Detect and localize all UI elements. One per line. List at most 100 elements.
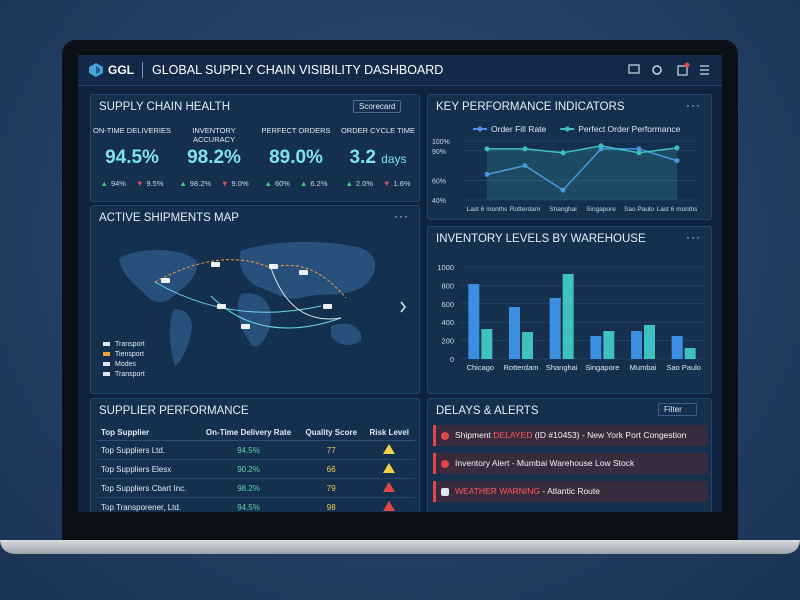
delta-text: 60% (274, 179, 290, 188)
x-tick-label: Shanghai (549, 206, 576, 213)
bar (522, 332, 533, 359)
point (598, 143, 604, 149)
panel-title: SUPPLY CHAIN HEALTH (99, 101, 231, 113)
vehicle-icon (323, 304, 332, 309)
table-row: Top Transporener, Ltd. 94.5% 98 (97, 497, 415, 512)
kpi-panel: KEY PERFORMANCE INDICATORS ··· Order Fill… (427, 94, 712, 220)
alert-item[interactable]: Shipment DELAYED (ID #10453) - New York … (433, 425, 708, 446)
panel-title: DELAYS & ALERTS (436, 405, 539, 417)
next-arrow[interactable] (400, 301, 406, 313)
metric-value-box: 3.2 days (337, 147, 419, 169)
x-tick-label: Last 6 months (467, 206, 509, 213)
delta-text: 98.2% (189, 179, 212, 188)
table-cell: 94.5% (198, 440, 299, 460)
point (560, 187, 566, 193)
legend-icon (103, 362, 110, 366)
metric-label: PERFECT ORDERS (261, 126, 331, 135)
header-title: GLOBAL SUPPLY CHAIN VISIBILITY DASHBOARD (152, 63, 444, 77)
legend-icon (103, 352, 110, 356)
metric-unit: days (381, 152, 407, 166)
inventory-panel: INVENTORY LEVELS BY WAREHOUSE ··· 0 200 400… (427, 226, 712, 394)
risk-icon (383, 463, 396, 473)
column-header: Top Supplier (97, 425, 199, 441)
legend-icon (103, 372, 110, 376)
metric-deltas: ▲ 2.0% ▼ 1.6% (337, 179, 419, 188)
y-tick-label: 1000 (437, 263, 454, 272)
alert-icon (441, 487, 449, 496)
panel-title: INVENTORY LEVELS BY WAREHOUSE (436, 233, 646, 245)
column-header: Risk Level (363, 425, 415, 441)
delta-text: 2.0% (355, 179, 373, 188)
table-cell: 77 (298, 440, 364, 460)
vehicle-icon (241, 324, 250, 329)
delta-arrow: ▼ (135, 179, 144, 188)
vehicle-icon (211, 262, 220, 267)
alert-text: Shipment (455, 430, 494, 440)
bar (468, 284, 480, 359)
risk-icon (383, 482, 396, 492)
scorecard-button[interactable]: Scorecard (353, 100, 402, 113)
delta-text: 1.6% (393, 179, 411, 188)
route (270, 267, 342, 320)
filter-button[interactable]: Filter (658, 403, 697, 416)
land (237, 293, 272, 347)
risk-icon (383, 444, 396, 454)
legend-label: Transport (115, 341, 145, 348)
point (636, 146, 642, 152)
point (674, 158, 680, 164)
header-row: Top Supplier On-Time Delivery Rate Quality… (97, 425, 415, 441)
table-row: Top Suppliers Ltd. 94.5% 77 (97, 440, 415, 460)
delta-text: 94% (110, 179, 126, 188)
metric-deltas: ▲ 98.2% ▼ 9.0% (173, 179, 255, 188)
header-icons[interactable] (626, 62, 716, 78)
menu[interactable]: ··· (394, 209, 409, 223)
y-tick-label: 100% (432, 139, 450, 146)
legend-label: Modes (115, 361, 137, 368)
panel-title: ACTIVE SHIPMENTS MAP (99, 212, 239, 224)
legend-icon (103, 342, 110, 346)
alert-item[interactable]: WEATHER WARNING - Atlantic Route (433, 481, 708, 502)
metric-value: 3.2 (349, 147, 376, 168)
land (169, 309, 192, 366)
table-cell: 66 (298, 459, 364, 479)
legend-dot (564, 126, 570, 132)
risk-cell (363, 497, 415, 512)
table-cell: 90.2% (198, 459, 299, 479)
alert-text: DELAYED (493, 430, 533, 440)
x-tick-label: Rotterdam (510, 206, 540, 213)
legend-dot (477, 126, 483, 132)
menu[interactable]: ··· (686, 98, 701, 112)
alert-text: (ID #10453) - New York Port Congestion (532, 430, 687, 440)
bar (671, 336, 683, 359)
area (487, 145, 677, 200)
panel-title: SUPPLIER PERFORMANCE (99, 405, 249, 417)
point (484, 171, 490, 177)
vehicle-icon (161, 278, 170, 283)
metric-value: 98.2% (187, 147, 241, 168)
bar (603, 331, 615, 359)
menu[interactable]: ··· (686, 230, 701, 244)
metric-value: 89.0% (269, 147, 323, 168)
bar (562, 273, 574, 359)
metric-value-box: 98.2% (173, 147, 255, 169)
delta-arrow: ▼ (383, 179, 391, 188)
inventory-chart: 0 200 400 600 800 1000 Chicago Rotterdam Shangha… (437, 263, 704, 372)
x-tick-label: Singapore (586, 206, 616, 213)
metric-deltas: ▲ 60% ▲ 6.2% (255, 179, 337, 188)
table-cell: 98 (298, 497, 364, 512)
point (560, 150, 566, 156)
alert-item[interactable]: Inventory Alert - Mumbai Warehouse Low S… (433, 453, 708, 474)
metric-label: INVENTORY ACCURACY (192, 126, 236, 144)
point (522, 146, 528, 152)
x-tick-label: Sao Paulo (624, 206, 654, 213)
table-cell: 94.5% (198, 497, 299, 512)
risk-cell (363, 459, 415, 479)
metric-value: 94.5% (105, 147, 159, 168)
delta-arrow: ▲ (179, 179, 187, 188)
metric-deltas: ▲ 94% ▼ 9.5% (91, 179, 173, 188)
delta-text: 6.2% (310, 179, 328, 188)
point (674, 145, 680, 151)
metric-value-box: 89.0% (255, 147, 337, 169)
panel-title: KEY PERFORMANCE INDICATORS (436, 101, 625, 113)
